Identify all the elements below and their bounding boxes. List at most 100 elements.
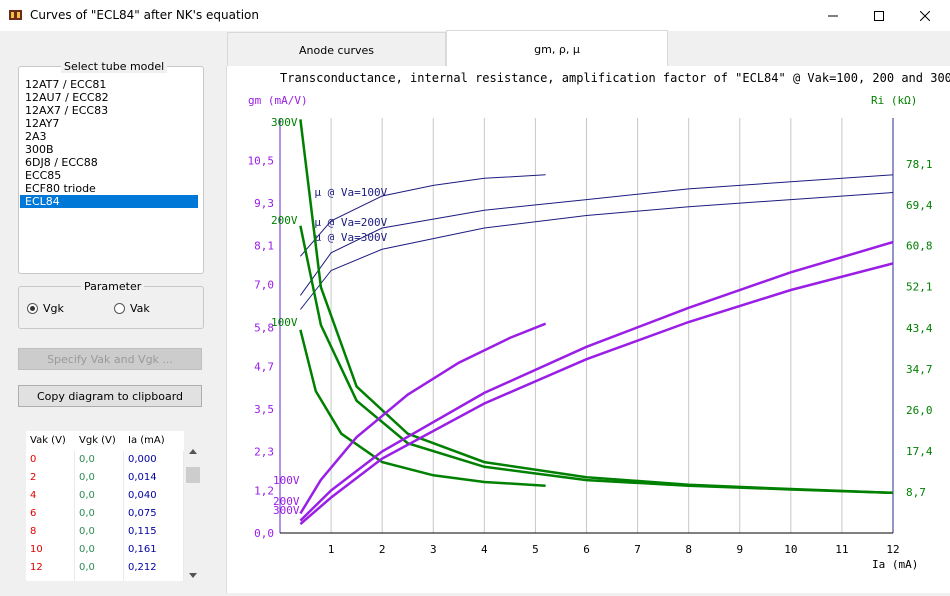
table-cell: 6 [26, 505, 75, 523]
specify-vak-vgk-button[interactable]: Specify Vak and Vgk ... [18, 348, 202, 370]
gm-series-line [299, 322, 547, 515]
radio-vak[interactable]: Vak [114, 302, 150, 315]
table-row[interactable]: 140,00,267 [26, 577, 184, 581]
radio-vak-dot[interactable] [114, 303, 125, 314]
tube-list-item[interactable]: 300B [25, 143, 54, 156]
table-cell: 14 [26, 577, 75, 581]
close-icon[interactable] [902, 0, 948, 31]
ri-series-line [299, 225, 894, 495]
mu-series-line [299, 174, 894, 296]
copy-diagram-button[interactable]: Copy diagram to clipboard [18, 385, 202, 407]
radio-vgk-dot[interactable] [27, 303, 38, 314]
x-tick-label: 9 [736, 543, 743, 556]
x-tick-label: 3 [430, 543, 437, 556]
table-cell: 0,0 [75, 487, 124, 505]
parameter-label: Parameter [81, 280, 145, 293]
table-cell: 10 [26, 541, 75, 559]
radio-vgk-label: Vgk [43, 302, 64, 315]
y-right-tick-label: 26,0 [906, 404, 933, 417]
scroll-thumb [186, 467, 200, 483]
x-tick-label: 2 [379, 543, 386, 556]
y-left-tick-label: 5,8 [254, 321, 274, 334]
gm-curve-label: 300V [273, 504, 300, 517]
gm-curve-label: 200V [273, 495, 300, 508]
table-row[interactable]: 8 0,0 0,115 [26, 523, 184, 541]
tube-list-item[interactable]: 12AY7 [25, 117, 60, 130]
ri-curve-label: 300V [271, 116, 298, 129]
tube-list-item[interactable]: 6DJ8 / ECC88 [25, 156, 98, 169]
table-cell: 0,0 [75, 541, 124, 559]
tube-list-item[interactable]: 2A3 [25, 130, 47, 143]
table-row[interactable]: 0 0,0 0,000 [26, 451, 184, 469]
tab-anode-curves[interactable]: Anode curves [227, 32, 446, 68]
scroll-down-icon [189, 573, 197, 578]
gm-series-line [299, 262, 894, 526]
header-ia: Ia (mA) [128, 435, 165, 446]
tube-list-item[interactable]: 12AT7 / ECC81 [25, 78, 107, 91]
tab-gm-rho-mu[interactable]: gm, ρ, μ [446, 30, 668, 68]
x-tick-label: 11 [835, 543, 848, 556]
app-icon [9, 10, 22, 20]
x-tick-label: 4 [481, 543, 488, 556]
window-title: Curves of "ECL84" after NK's equation [30, 8, 259, 22]
data-table[interactable]: Vak (V) Vgk (V) Ia (mA) 0 0,0 0,000 2 0,0 0,0… [26, 431, 202, 581]
y-right-tick-label: 69,4 [906, 199, 933, 212]
x-tick-label: 12 [886, 543, 899, 556]
table-cell: 0,212 [124, 559, 184, 577]
table-row[interactable]: 12 0,0 0,212 [26, 559, 184, 577]
minimize-icon[interactable] [810, 0, 856, 31]
tube-list-item[interactable]: 12AU7 / ECC82 [25, 91, 109, 104]
x-tick-label: 6 [583, 543, 590, 556]
mu-series-label: μ @ Va=200V [314, 216, 387, 229]
table-cell: 0,267 [124, 577, 184, 581]
table-row[interactable]: 4 0,0 0,040 [26, 487, 184, 505]
table-cell: 0,0 [75, 505, 124, 523]
y-left-tick-label: 1,2 [254, 484, 274, 497]
y-left-tick-label: 9,3 [254, 197, 274, 210]
table-cell: 0,0 [75, 559, 124, 577]
table-cell: 0,0 [75, 523, 124, 541]
table-cell: 0,115 [124, 523, 184, 541]
y-left-tick-label: 4,7 [254, 360, 274, 373]
ri-series-line [299, 329, 546, 487]
y-right-tick-label: 52,1 [906, 281, 933, 294]
ri-curve-label: 200V [271, 214, 298, 227]
header-vak: Vak (V) [30, 435, 66, 446]
table-cell: 0,0 [75, 469, 124, 487]
tube-list-item[interactable]: ECF80 triode [25, 182, 96, 195]
maximize-icon[interactable] [856, 0, 902, 31]
x-tick-label: 1 [328, 543, 335, 556]
parameter-group: Parameter Vgk Vak [18, 280, 204, 329]
table-row[interactable]: 10 0,0 0,161 [26, 541, 184, 559]
header-vgk: Vgk (V) [79, 435, 116, 446]
y-right-tick-label: 43,4 [906, 322, 933, 335]
radio-vak-label: Vak [130, 302, 150, 315]
table-cell: 0,000 [124, 451, 184, 469]
radio-vgk[interactable]: Vgk [27, 302, 64, 315]
mu-series-label: μ @ Va=100V [314, 186, 387, 199]
table-cell: 2 [26, 469, 75, 487]
tube-model-list[interactable]: 12AT7 / ECC81 12AU7 / ECC82 12AX7 / ECC83 1… [20, 78, 198, 208]
y-right-tick-label: 78,1 [906, 158, 933, 171]
tube-list-item[interactable]: ECC85 [25, 169, 62, 182]
table-row[interactable]: 6 0,0 0,075 [26, 505, 184, 523]
tube-list-item[interactable]: ECL84 [20, 195, 198, 208]
table-row[interactable]: 2 0,0 0,014 [26, 469, 184, 487]
chart-svg: Transconductance, internal resistance, a… [248, 71, 950, 571]
y-right-tick-label: 34,7 [906, 363, 933, 376]
scroll-up-icon [189, 449, 197, 454]
chart-title: Transconductance, internal resistance, a… [280, 71, 950, 85]
y-right-tick-label: 8,7 [906, 486, 926, 499]
y-left-tick-label: 0,0 [254, 527, 274, 540]
mu-series-label: μ @ Va=300V [314, 231, 387, 244]
tube-list-item[interactable]: 12AX7 / ECC83 [25, 104, 109, 117]
tube-model-label: Select tube model [61, 60, 168, 73]
y-left-tick-label: 7,0 [254, 279, 274, 292]
table-cell: 4 [26, 487, 75, 505]
y-axis-right-label: Ri (kΩ) [871, 94, 917, 107]
y-right-tick-label: 17,4 [906, 445, 933, 458]
x-tick-label: 7 [634, 543, 641, 556]
table-scrollbar[interactable] [184, 431, 202, 581]
x-tick-label: 10 [784, 543, 797, 556]
y-left-tick-label: 2,3 [254, 445, 274, 458]
